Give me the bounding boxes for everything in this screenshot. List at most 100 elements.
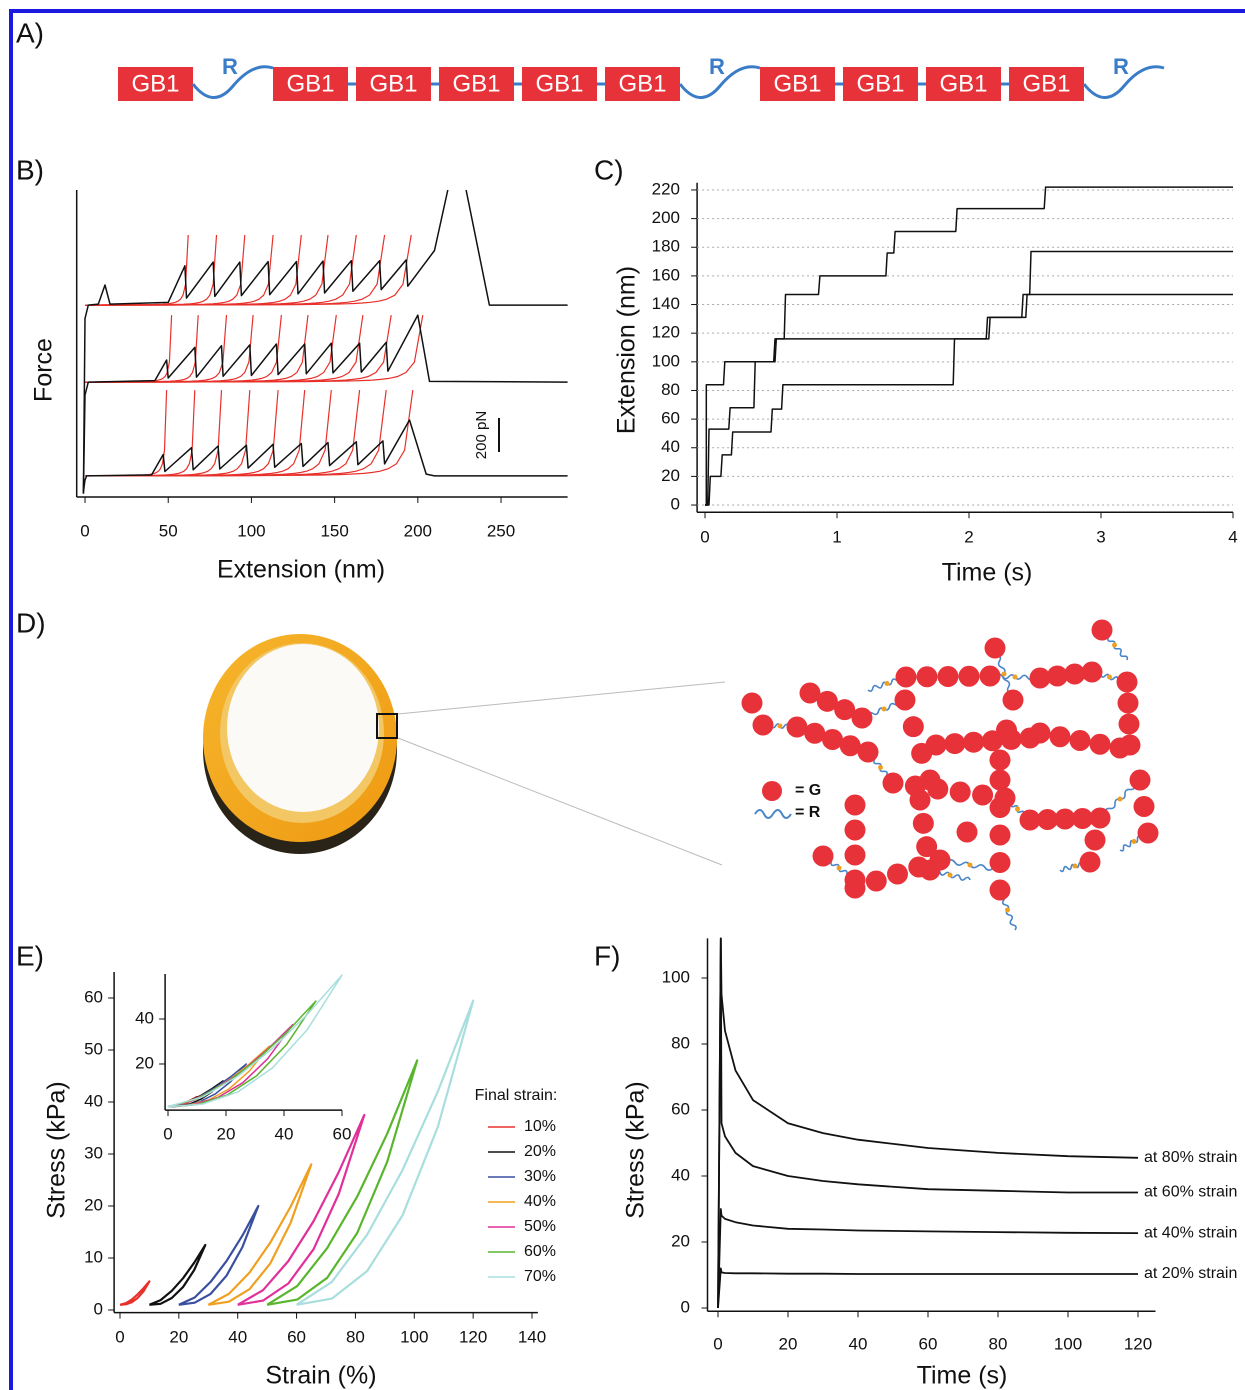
y-axis-title: Force [30, 338, 58, 402]
bead [1137, 822, 1159, 844]
x-tick-label: 0 [713, 1334, 722, 1353]
crosslink [1112, 642, 1117, 648]
bead [1091, 619, 1113, 641]
line [207, 1163, 313, 1306]
module [439, 67, 514, 101]
y-tick-label: 10 [84, 1247, 103, 1266]
line [717, 937, 1139, 1309]
crosslink [1001, 671, 1007, 677]
y-tick-label: 200 [652, 208, 680, 227]
module-label: GB1 [1022, 70, 1070, 97]
crosslink [777, 723, 783, 729]
module [118, 67, 193, 101]
y-tick-label: 20 [661, 466, 680, 485]
fit-curve [85, 315, 254, 383]
fit-curve [85, 390, 361, 477]
module-label: GB1 [452, 70, 500, 97]
x-tick-label: 0 [700, 527, 709, 546]
bead [949, 781, 971, 803]
module-label: GB1 [286, 70, 334, 97]
bead [1129, 769, 1151, 791]
y-tick-label: 40 [671, 1165, 690, 1184]
scale-bar-label: 200 pN [473, 411, 490, 459]
fit-curve [85, 390, 168, 477]
bead [812, 845, 834, 867]
bead [996, 719, 1017, 741]
x-tick-label: 20 [217, 1124, 236, 1143]
module [843, 67, 918, 101]
fit-curve [85, 234, 412, 306]
linker [678, 65, 761, 99]
bead [1117, 692, 1139, 714]
line [266, 1059, 419, 1306]
y-axis-title: Stress (kPa) [43, 1081, 71, 1219]
line [717, 1267, 1138, 1309]
y-tick-label: 220 [652, 179, 680, 198]
bead [1029, 667, 1051, 689]
chart: 0 1 2 3 4020406080100120140160180200220Time … [613, 179, 1238, 586]
bead [916, 836, 938, 858]
y-tick-label: 40 [661, 437, 680, 456]
bead [979, 665, 1001, 687]
y-tick-label: 50 [84, 1039, 103, 1058]
fit-curve [85, 315, 337, 383]
crosslink [1117, 796, 1123, 802]
bead [916, 666, 938, 688]
bead [989, 769, 1011, 791]
y-tick-label: 0 [671, 495, 680, 514]
y-tick-label: 60 [671, 1099, 690, 1118]
x-tick-label: 40 [849, 1334, 868, 1353]
x-tick-label: 100 [400, 1327, 428, 1346]
bead [989, 852, 1011, 873]
bead [822, 729, 843, 750]
line [705, 186, 1233, 506]
x-tick-label: 200 [404, 521, 432, 540]
bead [1084, 829, 1106, 851]
linker-label: R [709, 54, 725, 79]
x-tick-label: 0 [80, 521, 89, 540]
fit-curve [85, 390, 387, 477]
bead [851, 707, 873, 729]
line [705, 293, 1233, 506]
crosslink [967, 862, 973, 868]
fit-curve [85, 315, 173, 383]
x-axis-title: Extension (nm) [217, 556, 385, 584]
bead [958, 665, 980, 687]
linker [1082, 65, 1165, 99]
y-tick-label: 30 [84, 1143, 103, 1162]
x-tick-label: 100 [237, 521, 265, 540]
x-tick-label: 20 [169, 1327, 188, 1346]
x-tick-label: 0 [163, 1124, 172, 1143]
y-tick-label: 160 [652, 265, 680, 284]
y-tick-label: 40 [135, 1008, 154, 1027]
fit-curve [85, 390, 196, 477]
line [82, 314, 568, 494]
bead [887, 863, 908, 885]
bead [844, 794, 866, 816]
bead [839, 735, 861, 757]
bead [989, 749, 1011, 771]
bead [944, 733, 966, 755]
zoom-line [397, 737, 723, 866]
y-tick-label: 40 [84, 1091, 103, 1110]
panel-label: F) [594, 940, 620, 971]
bead [799, 682, 821, 704]
bead [741, 692, 763, 714]
legend-label: = G [795, 782, 821, 799]
bead [1019, 809, 1041, 831]
bead [1037, 809, 1058, 830]
module [926, 67, 1001, 101]
line [167, 974, 343, 1108]
crosslink [1015, 806, 1020, 812]
bead [834, 699, 856, 721]
y-tick-label: 20 [135, 1053, 154, 1072]
crosslink [1072, 863, 1078, 869]
y-tick-label: 80 [661, 380, 680, 399]
fit-curve [85, 234, 246, 306]
legend-label: 30% [524, 1168, 556, 1185]
y-tick-label: 20 [84, 1195, 103, 1214]
legend-bead [762, 781, 782, 801]
bead [989, 879, 1011, 901]
bead [1064, 663, 1086, 685]
